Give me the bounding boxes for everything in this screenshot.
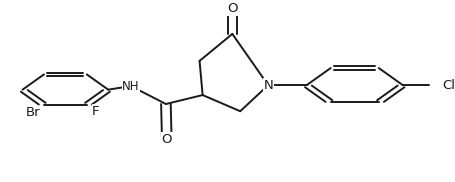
Text: O: O bbox=[227, 2, 238, 15]
Text: N: N bbox=[263, 79, 273, 92]
Text: Cl: Cl bbox=[442, 79, 455, 92]
Text: O: O bbox=[162, 132, 172, 146]
Text: NH: NH bbox=[122, 80, 140, 93]
Text: F: F bbox=[92, 105, 100, 118]
Text: Br: Br bbox=[25, 106, 40, 120]
